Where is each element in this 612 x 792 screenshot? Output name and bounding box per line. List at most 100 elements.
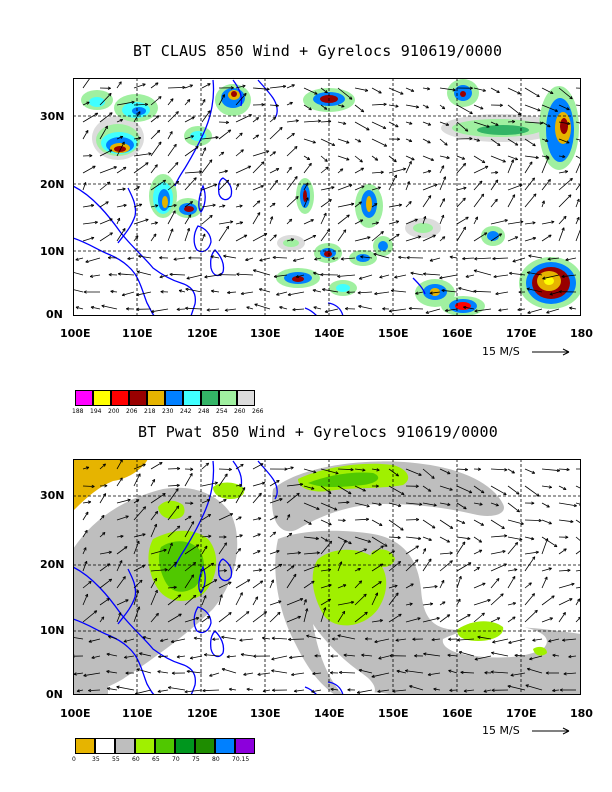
- wind-vector-head: [108, 273, 112, 277]
- wind-vector: [575, 160, 581, 174]
- wind-vector: [405, 155, 415, 161]
- wind-vector: [99, 149, 113, 157]
- wind-vector: [357, 689, 373, 694]
- wind-vector-head: [545, 538, 549, 542]
- wind-vector-head: [271, 669, 275, 673]
- wind-vector-head: [395, 473, 399, 477]
- wind-vector: [371, 592, 378, 606]
- wind-vector-head: [83, 290, 87, 294]
- wind-vector-head: [517, 112, 522, 116]
- wind-vector-head: [436, 616, 440, 621]
- wind-vector: [286, 565, 295, 572]
- wind-vector: [306, 635, 322, 640]
- wind-vector-head: [272, 151, 276, 155]
- wind-vector: [361, 654, 373, 657]
- wind-vector-head: [223, 542, 227, 546]
- wind-vector: [371, 186, 381, 191]
- wind-vector-head: [431, 525, 436, 529]
- wind-vector-head: [306, 634, 310, 638]
- wind-vector-head: [186, 227, 191, 232]
- wind-vector: [286, 616, 301, 623]
- wind-vector: [456, 121, 469, 132]
- wind-vector-head: [305, 197, 309, 201]
- wind-vector-head: [502, 550, 506, 554]
- wind-vector: [276, 291, 288, 296]
- wind-vector-head: [89, 154, 93, 158]
- wind-vector-head: [398, 503, 402, 508]
- wind-vector-head: [102, 493, 107, 497]
- wind-vector-head: [476, 138, 480, 142]
- wind-vector: [524, 237, 536, 242]
- wind-vector-head: [173, 257, 177, 261]
- wind-vector-head: [423, 652, 427, 656]
- wind-vector-head: [376, 468, 380, 472]
- wind-vector-head: [474, 216, 478, 220]
- wind-vector: [235, 516, 242, 521]
- wind-vector-head: [393, 174, 397, 178]
- wind-vector-head: [348, 96, 353, 100]
- wind-vector-head: [108, 550, 112, 555]
- wind-vector-head: [120, 534, 124, 539]
- wind-vector-head: [512, 616, 516, 620]
- wind-vector: [415, 291, 424, 295]
- wind-vector-head: [379, 275, 383, 279]
- wind-vector: [259, 288, 271, 293]
- wind-vector-head: [155, 612, 159, 617]
- wind-vector-head: [529, 161, 533, 165]
- wind-vector-head: [85, 129, 89, 134]
- wind-vector: [371, 171, 384, 174]
- wind-vector: [439, 274, 458, 279]
- wind-vector-head: [225, 120, 229, 125]
- wind-vector-head: [447, 471, 451, 475]
- wind-vector: [193, 637, 203, 640]
- wind-vector-head: [199, 170, 203, 174]
- wind-vector: [82, 580, 92, 589]
- wind-vector-head: [526, 667, 531, 671]
- wind-vector-head: [145, 162, 149, 166]
- wind-vector: [405, 536, 421, 540]
- wind-vector: [563, 672, 577, 675]
- wind-vector-head: [348, 541, 352, 545]
- wind-vector: [257, 672, 271, 675]
- wind-vector-head: [85, 593, 89, 598]
- wind-vector: [354, 121, 370, 131]
- wind-vector-head: [395, 104, 399, 108]
- wind-vector: [422, 104, 429, 109]
- wind-vector-head: [173, 561, 177, 565]
- wind-vector-head: [238, 516, 242, 520]
- wind-vector: [354, 485, 366, 492]
- wind-vector-head: [328, 490, 332, 494]
- wind-vector-head: [569, 598, 573, 602]
- wind-vector: [133, 463, 146, 470]
- wind-vector: [541, 87, 554, 94]
- wind-vector: [116, 560, 123, 572]
- wind-vector: [184, 146, 199, 157]
- pwat-reference-vector-label: 15 M/S: [482, 724, 520, 737]
- wind-vector: [320, 199, 332, 208]
- wind-vector-head: [294, 176, 298, 180]
- wind-vector: [116, 612, 122, 623]
- wind-vector: [541, 538, 548, 555]
- wind-vector-head: [507, 684, 511, 689]
- wind-vector: [492, 257, 509, 260]
- scale-label: 266: [252, 408, 264, 415]
- wind-vector: [133, 540, 140, 555]
- wind-vector: [133, 83, 146, 89]
- wind-vector-head: [119, 119, 124, 122]
- wind-vector-head: [441, 236, 446, 240]
- wind-vector: [354, 167, 364, 174]
- wind-vector-head: [378, 90, 382, 94]
- claus-lon-label: 140E: [314, 327, 345, 340]
- wind-vector: [201, 214, 213, 225]
- claus-lon-label: 180: [570, 327, 593, 340]
- wind-vector-head: [442, 601, 446, 605]
- wind-vector-head: [514, 542, 519, 546]
- wind-vector: [541, 179, 551, 191]
- wind-vector-head: [573, 503, 577, 508]
- wind-vector-head: [274, 515, 278, 519]
- wind-vector: [490, 155, 506, 163]
- wind-vector: [167, 594, 182, 606]
- wind-vector: [88, 689, 101, 691]
- wind-vector: [474, 655, 492, 660]
- wind-vector: [507, 519, 524, 525]
